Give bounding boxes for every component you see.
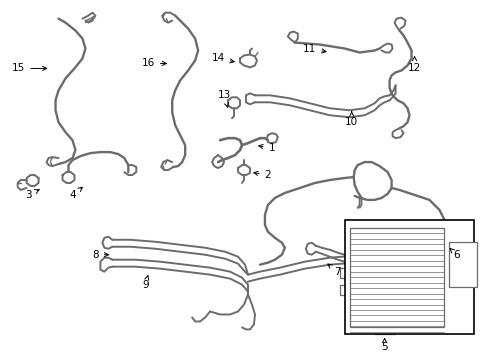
- Bar: [350, 228, 444, 328]
- Text: 7: 7: [328, 264, 341, 276]
- Text: 15: 15: [12, 63, 47, 73]
- Text: 4: 4: [69, 187, 82, 200]
- Text: 1: 1: [259, 143, 275, 153]
- Bar: [345, 220, 474, 334]
- Text: 10: 10: [345, 112, 358, 127]
- Text: 9: 9: [142, 276, 149, 289]
- Text: 2: 2: [254, 170, 271, 180]
- Text: 13: 13: [218, 90, 231, 107]
- Text: 12: 12: [408, 57, 421, 73]
- Text: 6: 6: [450, 248, 460, 260]
- Text: 11: 11: [303, 44, 326, 54]
- Text: 3: 3: [25, 190, 39, 200]
- Text: 14: 14: [212, 54, 234, 63]
- Bar: [449, 242, 477, 287]
- Text: 5: 5: [381, 338, 388, 352]
- Text: 8: 8: [92, 250, 108, 260]
- Text: 16: 16: [142, 58, 166, 68]
